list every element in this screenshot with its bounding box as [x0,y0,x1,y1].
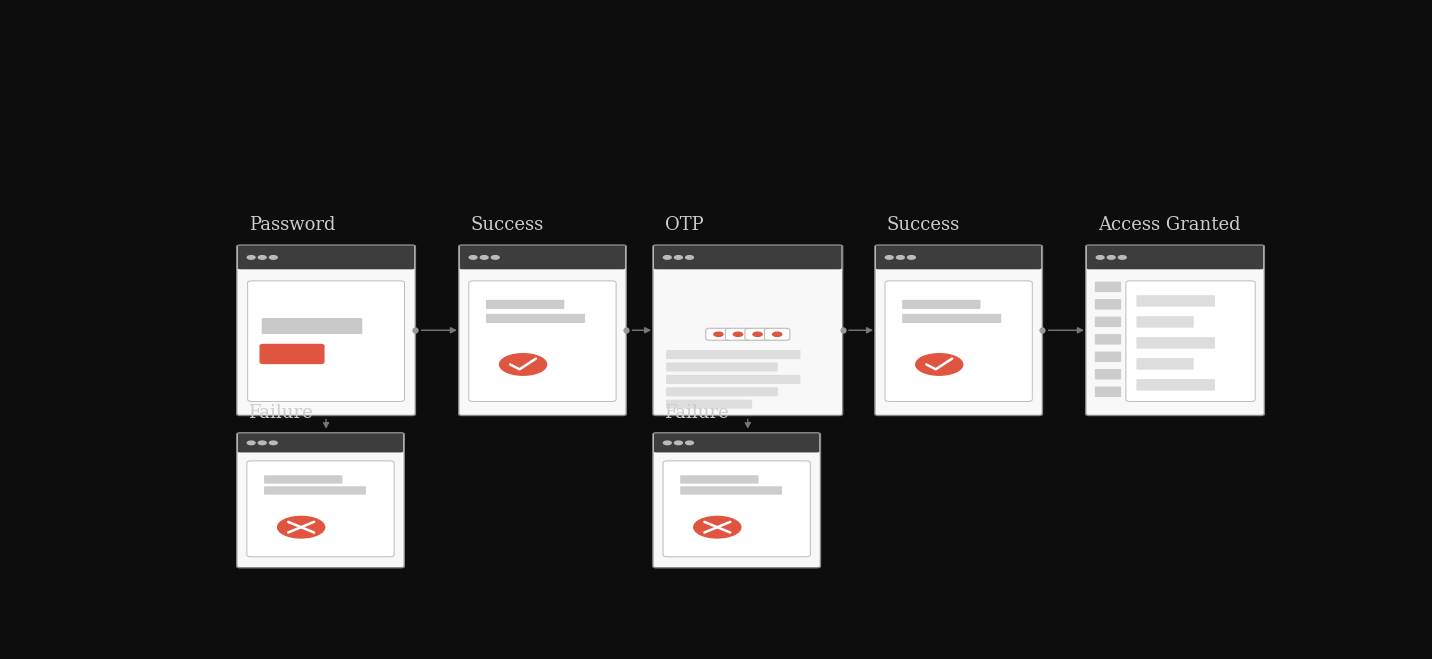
FancyBboxPatch shape [765,328,790,340]
FancyBboxPatch shape [468,281,616,401]
Circle shape [772,332,782,336]
Circle shape [269,441,278,445]
Text: OTP: OTP [666,216,705,234]
FancyBboxPatch shape [238,246,414,270]
FancyBboxPatch shape [1095,281,1121,292]
Circle shape [248,441,255,445]
FancyBboxPatch shape [238,433,404,453]
Circle shape [1107,256,1116,259]
Text: Password: Password [249,216,335,234]
FancyBboxPatch shape [485,314,586,323]
Circle shape [674,441,682,445]
FancyBboxPatch shape [485,300,564,309]
Circle shape [500,354,547,375]
FancyBboxPatch shape [1085,245,1264,416]
FancyBboxPatch shape [666,362,778,372]
Circle shape [258,256,266,259]
Circle shape [674,256,682,259]
Circle shape [753,332,762,336]
Circle shape [480,256,488,259]
Circle shape [663,441,672,445]
FancyBboxPatch shape [1095,387,1121,397]
FancyBboxPatch shape [458,245,626,416]
FancyBboxPatch shape [236,245,415,416]
Circle shape [686,441,693,445]
Circle shape [470,256,477,259]
Circle shape [693,517,740,538]
FancyBboxPatch shape [1126,281,1256,401]
Circle shape [269,256,278,259]
Circle shape [733,332,743,336]
Circle shape [1097,256,1104,259]
Circle shape [896,256,904,259]
Circle shape [1118,256,1126,259]
FancyBboxPatch shape [1137,379,1214,391]
FancyBboxPatch shape [653,433,821,568]
Text: Success: Success [886,216,959,234]
FancyBboxPatch shape [666,350,800,359]
FancyBboxPatch shape [706,328,732,340]
FancyBboxPatch shape [1095,334,1121,345]
Circle shape [686,256,693,259]
FancyBboxPatch shape [745,328,770,340]
FancyBboxPatch shape [666,375,800,384]
Circle shape [663,256,672,259]
Circle shape [915,354,962,375]
FancyBboxPatch shape [263,475,342,484]
FancyBboxPatch shape [666,387,778,396]
FancyBboxPatch shape [902,314,1001,323]
FancyBboxPatch shape [653,245,842,416]
Text: Failure: Failure [664,403,729,422]
FancyBboxPatch shape [246,461,394,557]
FancyBboxPatch shape [236,433,404,568]
Circle shape [491,256,500,259]
FancyBboxPatch shape [1137,337,1214,349]
Text: Failure: Failure [248,403,312,422]
Circle shape [885,256,894,259]
FancyBboxPatch shape [262,318,362,334]
FancyBboxPatch shape [248,281,404,401]
FancyBboxPatch shape [725,328,750,340]
FancyBboxPatch shape [259,344,325,364]
FancyBboxPatch shape [885,281,1032,401]
FancyBboxPatch shape [680,486,782,495]
FancyBboxPatch shape [460,246,626,270]
FancyBboxPatch shape [1095,351,1121,362]
FancyBboxPatch shape [875,245,1042,416]
FancyBboxPatch shape [1095,299,1121,310]
FancyBboxPatch shape [1087,246,1263,270]
FancyBboxPatch shape [1095,369,1121,380]
FancyBboxPatch shape [902,300,981,309]
Circle shape [908,256,915,259]
FancyBboxPatch shape [1095,316,1121,327]
FancyBboxPatch shape [654,246,842,270]
FancyBboxPatch shape [663,461,811,557]
Text: Success: Success [470,216,543,234]
FancyBboxPatch shape [654,433,819,453]
FancyBboxPatch shape [680,475,759,484]
FancyBboxPatch shape [666,399,752,409]
Circle shape [713,332,723,336]
FancyBboxPatch shape [1137,295,1214,306]
Circle shape [258,441,266,445]
Circle shape [278,517,325,538]
Text: Access Granted: Access Granted [1098,216,1240,234]
FancyBboxPatch shape [876,246,1041,270]
FancyBboxPatch shape [263,486,367,495]
Circle shape [248,256,255,259]
FancyBboxPatch shape [1137,316,1194,328]
FancyBboxPatch shape [1137,358,1194,370]
